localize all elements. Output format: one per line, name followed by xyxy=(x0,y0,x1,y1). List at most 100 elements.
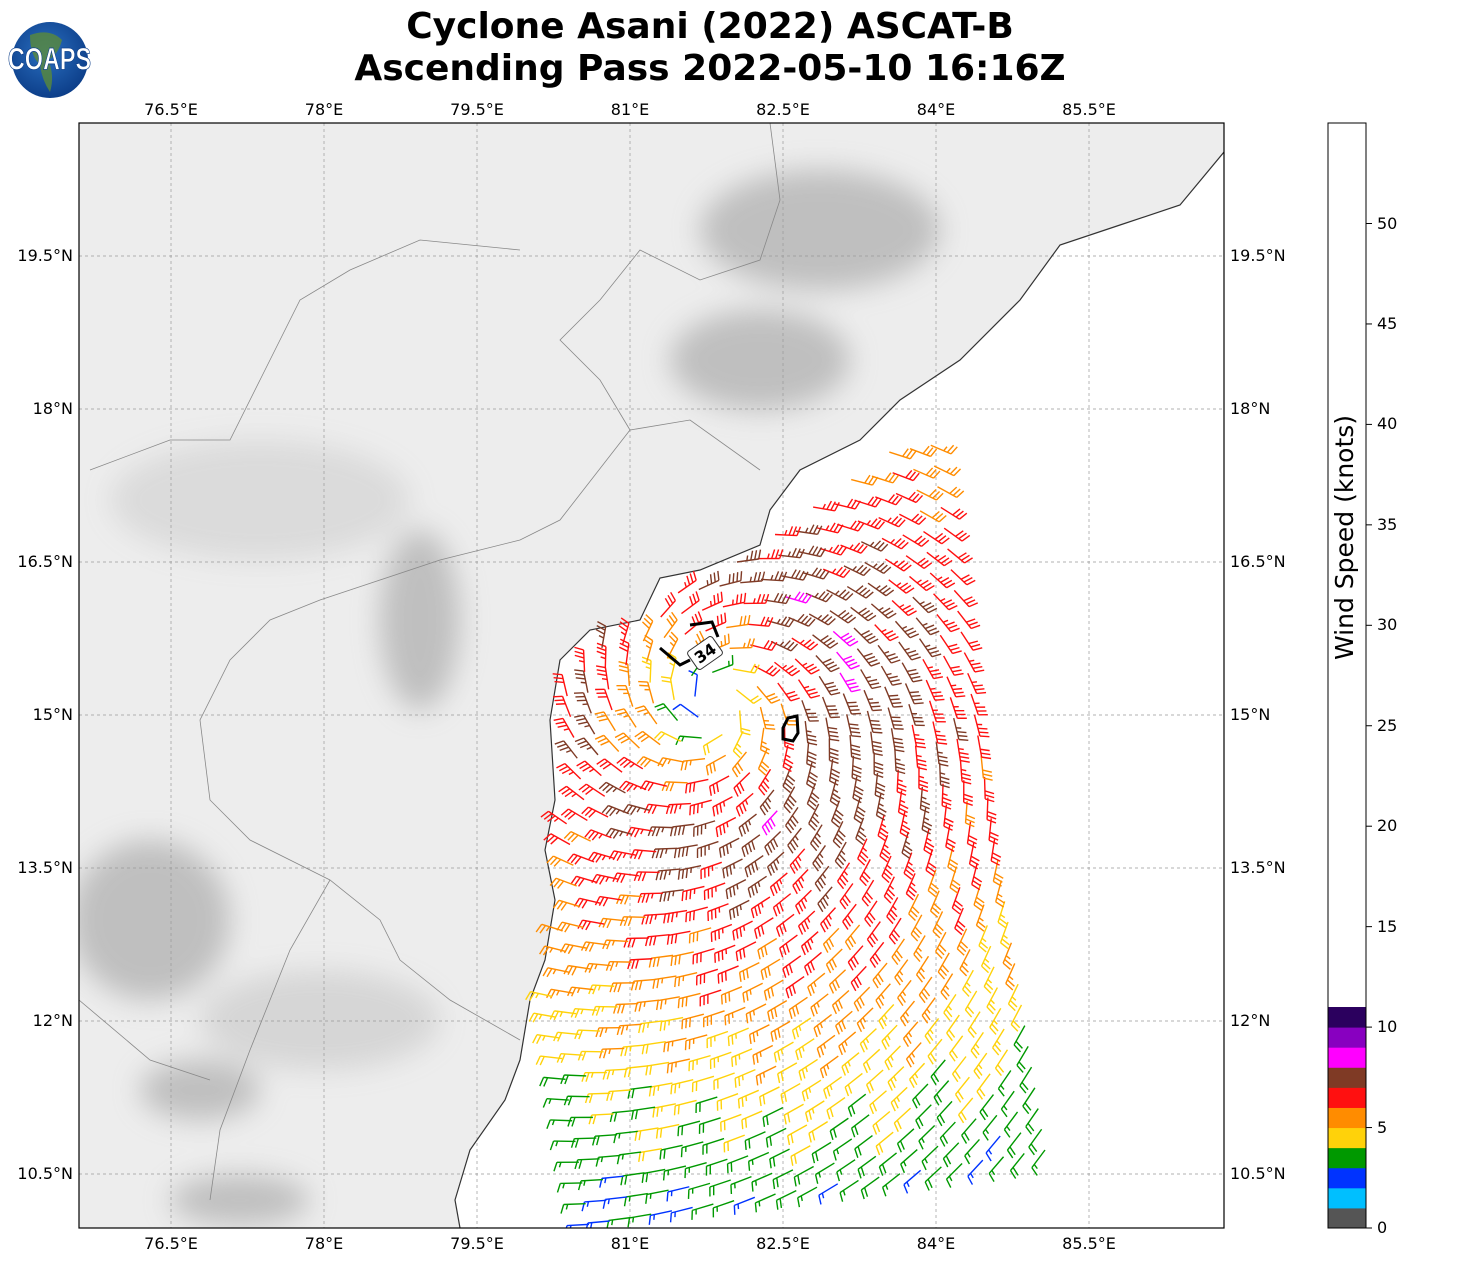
wind-barb xyxy=(710,923,733,942)
wind-barb xyxy=(866,710,883,734)
wind-barb xyxy=(747,875,767,898)
wind-barb xyxy=(1031,1149,1046,1176)
wind-barb xyxy=(712,1200,735,1218)
wind-barb xyxy=(763,979,784,1001)
wind-barb xyxy=(787,1124,808,1146)
wind-barb xyxy=(707,903,729,922)
wind-barb xyxy=(540,810,568,825)
wind-barb xyxy=(807,972,826,997)
wind-barb xyxy=(764,830,782,856)
wind-barb xyxy=(638,1147,662,1162)
wind-barb xyxy=(932,721,948,745)
wind-barb xyxy=(988,818,999,845)
wind-barb xyxy=(953,589,979,608)
wind-barb xyxy=(553,1161,579,1172)
wind-barb xyxy=(666,1186,690,1202)
wind-barb xyxy=(669,1206,693,1223)
wind-barb xyxy=(777,682,800,702)
wind-barb xyxy=(879,835,891,863)
wind-barb xyxy=(525,990,553,1002)
wind-barb xyxy=(566,853,595,865)
wind-barb xyxy=(970,1032,984,1059)
wind-barb xyxy=(889,448,917,460)
wind-barb xyxy=(757,549,784,560)
wind-barb xyxy=(680,1141,704,1158)
wind-barb xyxy=(853,627,879,645)
wind-barb xyxy=(797,910,816,935)
wind-barb xyxy=(552,899,581,911)
wind-barb xyxy=(591,1005,618,1016)
wind-barb xyxy=(641,1040,666,1055)
wind-barb xyxy=(921,997,936,1024)
wind-barb xyxy=(634,730,661,746)
wind-barb xyxy=(841,1052,860,1076)
wind-barb xyxy=(916,489,944,501)
colorbar-segment xyxy=(1328,1207,1366,1229)
wind-barb xyxy=(881,537,909,550)
wind-barb xyxy=(633,871,660,882)
colorbar-tick-label: 50 xyxy=(1377,213,1398,233)
wind-barb xyxy=(724,1006,746,1026)
wind-barb xyxy=(594,895,622,907)
wind-barb xyxy=(681,591,700,615)
wind-barb xyxy=(601,804,630,817)
wind-barb xyxy=(946,1014,960,1042)
wind-barb xyxy=(842,693,862,715)
wind-barb xyxy=(859,859,871,887)
wind-barb xyxy=(860,1176,880,1200)
wind-barb xyxy=(940,506,968,520)
wind-barb xyxy=(759,1086,780,1107)
wind-barb xyxy=(684,1161,707,1179)
wind-barb xyxy=(1028,1128,1043,1156)
wind-barb xyxy=(733,1196,756,1215)
wind-barb xyxy=(949,866,961,894)
wind-barb xyxy=(903,852,915,880)
wind-barb xyxy=(973,1052,988,1080)
wind-barb xyxy=(890,1086,908,1112)
wind-barb xyxy=(964,1138,980,1165)
wind-barb xyxy=(823,1076,843,1099)
wind-barb xyxy=(850,606,877,622)
wind-barb xyxy=(729,638,756,649)
wind-barb xyxy=(834,841,847,869)
wind-barb xyxy=(883,876,896,904)
wind-barb xyxy=(705,612,727,632)
wind-barb xyxy=(856,1007,874,1033)
wind-barb xyxy=(641,614,654,642)
wind-barb xyxy=(832,1138,853,1161)
colorbar-segment xyxy=(1328,1027,1366,1048)
wind-barb xyxy=(553,717,575,738)
wind-barb xyxy=(964,990,978,1018)
wind-barb xyxy=(695,1096,718,1114)
wind-barb xyxy=(653,731,682,742)
wind-barb xyxy=(619,780,647,792)
wind-barb xyxy=(870,731,883,757)
lat-tick-left: 19.5°N xyxy=(17,246,73,265)
wind-barb xyxy=(595,665,610,690)
wind-barb xyxy=(736,549,762,563)
wind-barb xyxy=(744,854,764,878)
wind-barb xyxy=(843,564,871,577)
wind-barb xyxy=(734,1068,756,1088)
wind-barb xyxy=(684,1034,708,1051)
lon-tick-top: 79.5°E xyxy=(450,100,504,119)
wind-barb xyxy=(842,903,857,930)
wind-barb xyxy=(912,1083,929,1109)
wind-barb xyxy=(857,518,886,530)
wind-barb xyxy=(973,714,990,738)
wind-barb xyxy=(616,756,644,770)
colorbar-segment xyxy=(1328,1127,1366,1149)
colorbar-tick-label: 45 xyxy=(1377,313,1398,333)
wind-barb xyxy=(735,941,757,962)
colorbar-tick-label: 35 xyxy=(1377,514,1398,534)
wind-barb xyxy=(722,592,747,608)
wind-barb xyxy=(847,945,864,971)
wind-barb xyxy=(643,803,671,815)
wind-barb xyxy=(549,1140,576,1151)
wind-barb xyxy=(804,951,822,976)
wind-barb xyxy=(594,711,616,732)
wind-barb xyxy=(989,1007,1002,1035)
wind-barb xyxy=(785,975,805,999)
wind-barb xyxy=(881,1024,898,1050)
wind-barb xyxy=(819,1055,839,1079)
